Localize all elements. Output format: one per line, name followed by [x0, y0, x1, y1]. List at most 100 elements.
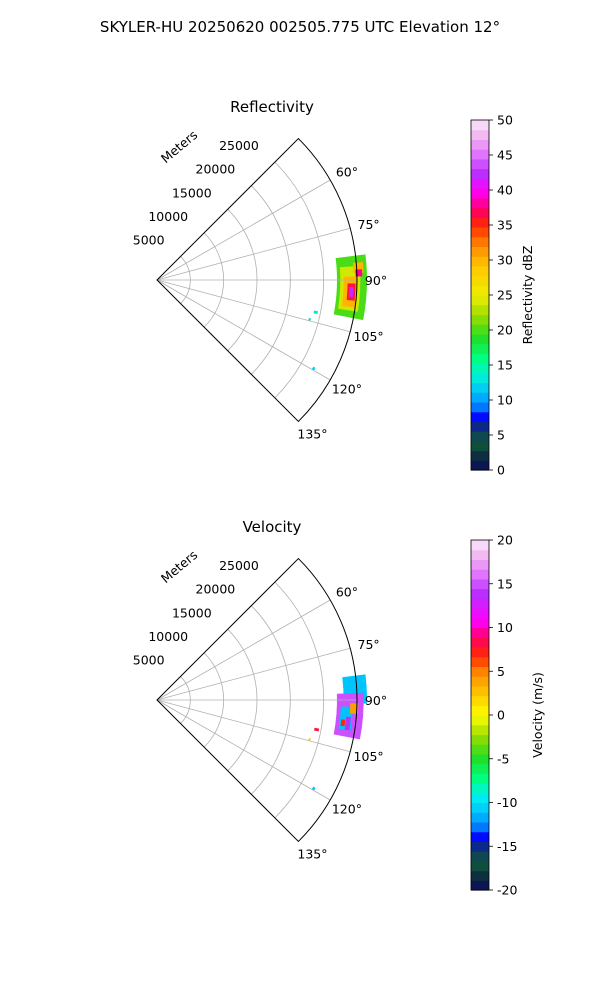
echo-cell: [348, 286, 354, 298]
range-tick-label: 20000: [196, 582, 236, 597]
colorbar-tick-label: 45: [497, 148, 513, 163]
colorbar-segment: [471, 460, 489, 471]
colorbar-segment: [471, 431, 489, 442]
azimuth-ray: [156, 599, 331, 701]
azimuth-tick-label: 60°: [336, 585, 358, 600]
azimuth-tick-label: 90°: [365, 273, 387, 288]
colorbar-segment: [471, 411, 489, 422]
colorbar-segment: [471, 685, 489, 697]
azimuth-tick-label: 120°: [332, 382, 362, 397]
azimuth-ray: [156, 279, 351, 333]
colorbar-segment: [471, 851, 489, 862]
colorbar-segment: [471, 450, 489, 461]
colorbar-tick-label: 5: [497, 664, 505, 679]
colorbar-segment: [471, 314, 489, 325]
colorbar-segment: [471, 343, 489, 354]
colorbar-segment: [471, 744, 489, 755]
azimuth-ray: [156, 699, 351, 753]
colorbar-tick-label: 25: [497, 288, 513, 303]
velocity-colorbar: -20 -15 -10 -5 0 5 10 15 20: [470, 533, 517, 898]
colorbar-tick-label: 0: [497, 708, 505, 723]
azimuth-ray: [156, 279, 331, 381]
range-axis-label: Meters: [158, 127, 200, 166]
colorbar-segment: [471, 705, 489, 716]
echo-cell: [308, 737, 311, 742]
range-axis-label: Meters: [158, 547, 200, 586]
azimuth-ray: [156, 227, 351, 281]
colorbar-segment: [471, 139, 489, 150]
colorbar-segment: [471, 363, 489, 374]
colorbar-segment: [471, 783, 489, 794]
colorbar-segment: [471, 598, 489, 609]
colorbar-segment: [471, 724, 489, 736]
colorbar-segment: [471, 149, 489, 160]
azimuth-ray: [156, 699, 331, 801]
azimuth-ray: [156, 647, 351, 701]
colorbar-segment: [471, 129, 489, 141]
colorbar-tick-label: 10: [497, 620, 513, 635]
colorbar-segment: [471, 333, 489, 345]
colorbar-segment: [471, 120, 489, 131]
colorbar-segment: [471, 608, 489, 619]
colorbar-tick-label: -20: [497, 883, 517, 898]
colorbar-segment: [471, 168, 489, 179]
colorbar-segment: [471, 178, 489, 189]
colorbar-segment: [471, 304, 489, 316]
azimuth-tick-label: 135°: [297, 426, 327, 441]
range-tick-label: 25000: [219, 558, 259, 573]
colorbar-tick-label: -15: [497, 839, 517, 854]
colorbar-segment: [471, 188, 489, 199]
colorbar-segment: [471, 773, 489, 784]
reflectivity-range-ticks: 5000 10000 15000 20000 25000: [133, 138, 259, 247]
colorbar-segment: [471, 559, 489, 570]
echo-cell: [313, 310, 318, 315]
reflectivity-echoes: [308, 254, 367, 371]
colorbar-segment: [471, 392, 489, 403]
colorbar-segment: [471, 256, 489, 267]
reflectivity-colorbar: 0 5 10 15 20 25 30 35 40 45 50: [470, 113, 513, 478]
colorbar-segment: [471, 549, 489, 561]
colorbar-segment: [471, 802, 489, 813]
figure-title: SKYLER-HU 20250620 002505.775 UTC Elevat…: [100, 18, 500, 36]
colorbar-segment: [471, 792, 489, 804]
sector-outline: [156, 557, 358, 843]
echo-cell: [344, 716, 351, 731]
reflectivity-panel: Reflectivity Meters 60° 75° 90° 105° 120° 135…: [133, 98, 535, 478]
colorbar-segment: [471, 870, 489, 881]
colorbar-segment: [471, 421, 489, 432]
colorbar-segment: [471, 197, 489, 209]
azimuth-tick-label: 135°: [297, 846, 327, 861]
colorbar-segment: [471, 753, 489, 765]
azimuth-tick-label: 105°: [354, 749, 384, 764]
colorbar-tick-label: 50: [497, 113, 513, 128]
colorbar-tick-label: 15: [497, 358, 513, 373]
colorbar-segment: [471, 324, 489, 335]
colorbar-segment: [471, 734, 489, 745]
reflectivity-azimuth-ticks: 60° 75° 90° 105° 120° 135°: [297, 165, 387, 442]
colorbar-segment: [471, 880, 489, 891]
colorbar-tick-label: 20: [497, 533, 513, 548]
reflectivity-colorbar-label: Reflectivity dBZ: [520, 246, 535, 345]
colorbar-segment: [471, 715, 489, 726]
colorbar-tick-label: 15: [497, 576, 513, 591]
colorbar-segment: [471, 540, 489, 551]
colorbar-segment: [471, 382, 489, 393]
colorbar-segment: [471, 831, 489, 842]
velocity-colorbar-label: Velocity (m/s): [530, 672, 545, 758]
echo-cell: [340, 719, 346, 727]
azimuth-tick-label: 75°: [358, 217, 380, 232]
colorbar-tick-label: 30: [497, 253, 513, 268]
range-tick-label: 20000: [196, 162, 236, 177]
colorbar-segment: [471, 217, 489, 228]
colorbar-segment: [471, 578, 489, 590]
range-tick-label: 5000: [133, 232, 165, 247]
azimuth-tick-label: 90°: [365, 693, 387, 708]
colorbar-segment: [471, 812, 489, 823]
colorbar-segment: [471, 646, 489, 658]
colorbar-tick-label: 20: [497, 323, 513, 338]
velocity-title: Velocity: [243, 518, 302, 536]
colorbar-segment: [471, 285, 489, 296]
colorbar-tick-label: 35: [497, 218, 513, 233]
colorbar-segment: [471, 226, 489, 238]
